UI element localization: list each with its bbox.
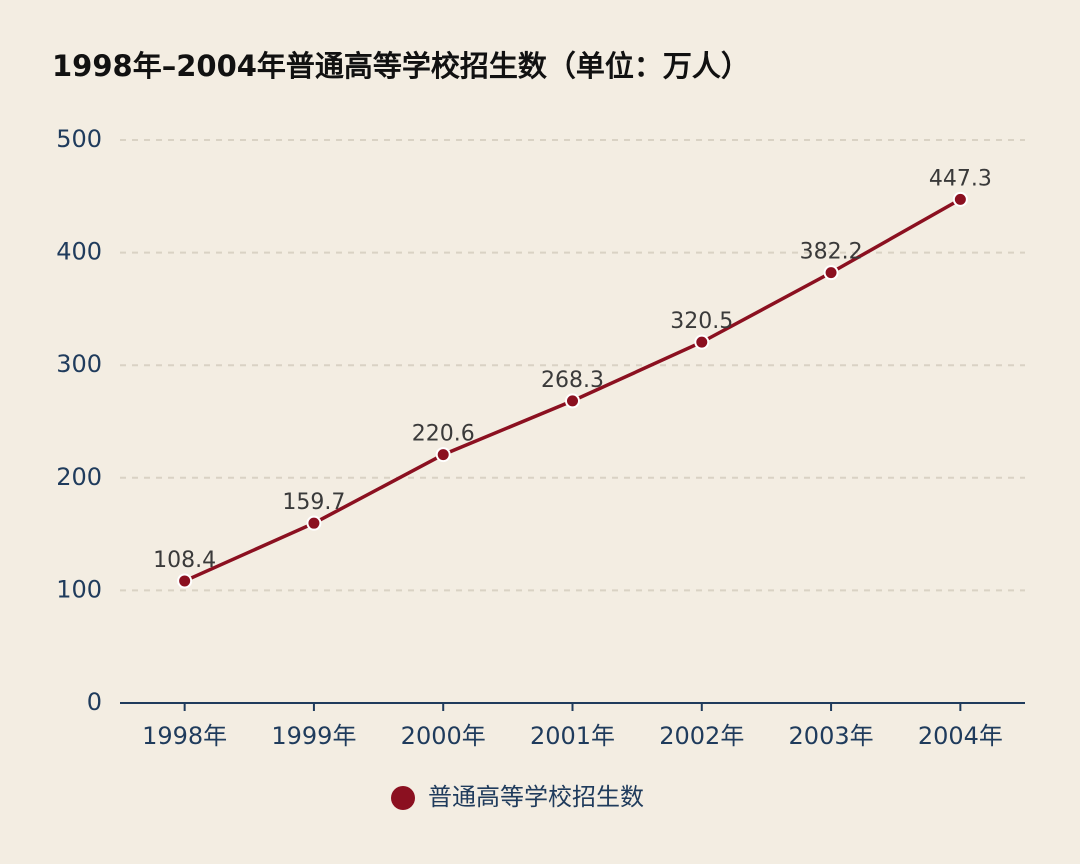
point (306, 515, 322, 531)
y-tick-label: 0 (87, 688, 102, 716)
point (952, 191, 968, 207)
x-tick-label: 1998年 (142, 722, 227, 750)
x-tick-label: 2001年 (530, 722, 615, 750)
x-tick-label: 2003年 (789, 722, 874, 750)
data-label: 159.7 (282, 490, 345, 515)
y-tick-label: 200 (56, 463, 102, 491)
data-label: 447.3 (929, 166, 992, 191)
data-label: 220.6 (412, 422, 475, 447)
x-tick-label: 1999年 (271, 722, 356, 750)
y-tick-label: 400 (56, 238, 102, 266)
legend-label: 普通高等学校招生数 (428, 783, 644, 811)
point (823, 265, 839, 281)
point (565, 393, 580, 409)
point (435, 447, 451, 463)
data-label: 320.5 (670, 309, 733, 334)
point (177, 573, 193, 589)
data-label: 108.4 (153, 548, 216, 573)
point (694, 334, 710, 350)
x-tick-label: 2002年 (659, 722, 744, 750)
y-tick-label: 300 (56, 350, 102, 378)
data-label: 268.3 (541, 368, 604, 393)
chart-title: 1998年–2004年普通高等学校招生数（单位：万人） (52, 49, 750, 83)
x-tick-label: 2000年 (401, 722, 486, 750)
x-tick-label: 2004年 (918, 722, 1003, 750)
data-label: 382.2 (800, 240, 863, 265)
y-tick-label: 500 (56, 125, 102, 153)
legend-marker (391, 786, 415, 810)
y-tick-label: 100 (56, 575, 102, 603)
